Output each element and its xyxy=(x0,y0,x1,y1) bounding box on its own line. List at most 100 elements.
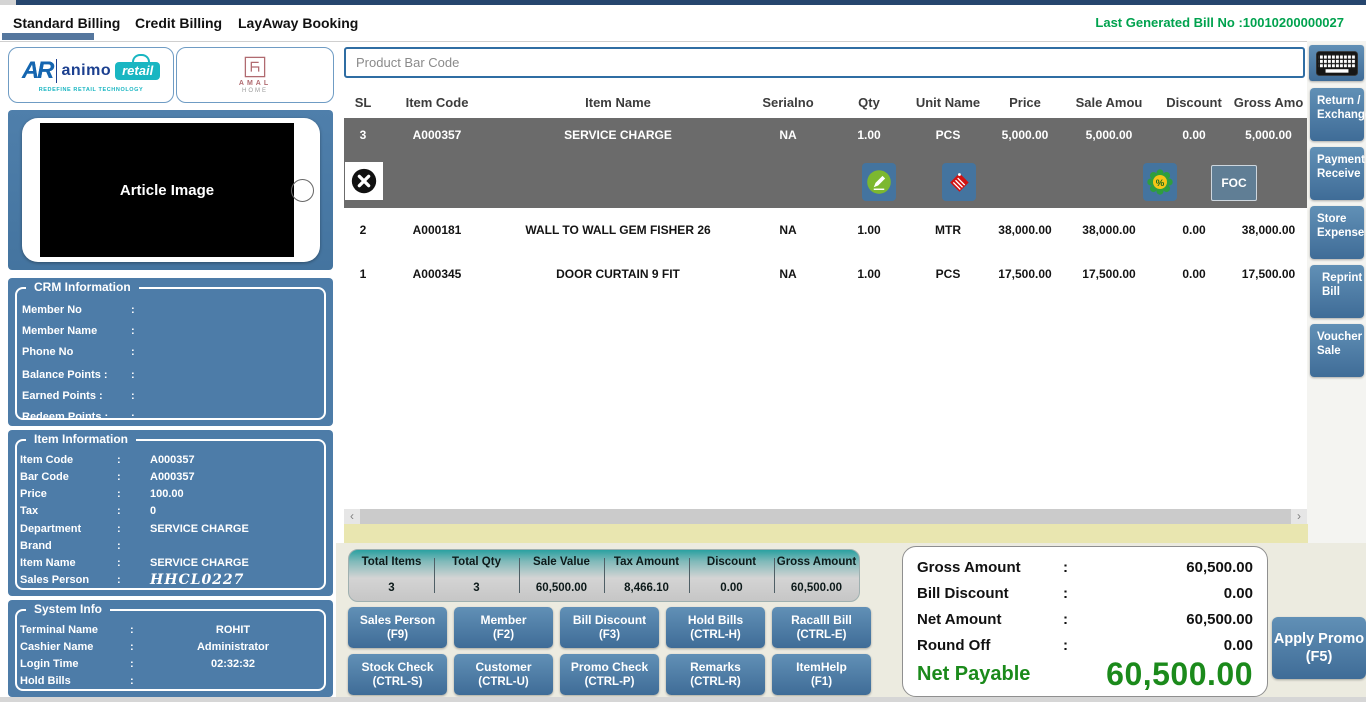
store-expense-button[interactable]: StoreExpense xyxy=(1310,206,1364,259)
colon: : xyxy=(1063,559,1068,576)
system-info-panel: System Info Terminal Name:ROHIT Cashier … xyxy=(8,600,333,697)
item-row-value: SERVICE CHARGE xyxy=(150,557,249,569)
net-payable-label: Net Payable xyxy=(917,663,1030,686)
percent-badge-icon: % xyxy=(1146,168,1174,196)
hold-bills-button[interactable]: Hold Bills(CTRL-H) xyxy=(666,607,765,648)
reprint-bill-button[interactable]: ReprintBill xyxy=(1310,265,1364,318)
ar-monogram-icon: AR xyxy=(22,57,53,85)
home-text: HOME xyxy=(242,88,268,94)
cell-item-name: SERVICE CHARGE xyxy=(492,128,744,142)
remarks-button[interactable]: Remarks(CTRL-R) xyxy=(666,654,765,695)
member-button[interactable]: Member(F2) xyxy=(454,607,553,648)
product-barcode-input[interactable] xyxy=(344,47,1305,78)
colon: : xyxy=(117,557,121,569)
system-row-label: Login Time xyxy=(20,658,78,670)
cell-item-code: A000345 xyxy=(382,267,492,281)
status-strip xyxy=(344,524,1308,543)
item-discount-button[interactable]: % xyxy=(1143,163,1177,201)
keyboard-icon xyxy=(1316,51,1358,76)
cell-discount: 0.00 xyxy=(1158,223,1230,237)
return-exchange-button[interactable]: Return /Exchange xyxy=(1310,88,1364,141)
table-row[interactable]: 2 A000181 WALL TO WALL GEM FISHER 26 NA … xyxy=(344,208,1307,252)
total-qty: Total Qty3 xyxy=(434,550,519,601)
edit-pencil-icon xyxy=(865,168,893,196)
item-row-label: Bar Code xyxy=(20,471,69,483)
item-row-value: A000357 xyxy=(150,454,195,466)
summary-label: Gross Amount xyxy=(917,559,1021,576)
colon: : xyxy=(130,641,134,653)
sidebar: AR animo retail REDEFINE RETAIL TECHNOLO… xyxy=(8,47,333,697)
col-header-unit-name: Unit Name xyxy=(906,95,990,110)
table-row-selected[interactable]: 3 A000357 SERVICE CHARGE NA 1.00 PCS 5,0… xyxy=(344,118,1307,152)
colon: : xyxy=(1063,637,1068,654)
price-tag-icon xyxy=(945,168,973,196)
item-row-label: Item Code xyxy=(20,454,73,466)
retail-bag-icon: retail xyxy=(115,62,160,80)
cell-discount: 0.00 xyxy=(1158,267,1230,281)
colon: : xyxy=(117,454,121,466)
apply-promo-button[interactable]: Apply Promo (F5) xyxy=(1272,617,1366,679)
virtual-keyboard-button[interactable] xyxy=(1309,45,1364,81)
bill-summary-panel: Gross Amount:60,500.00 Bill Discount:0.0… xyxy=(902,546,1268,697)
item-help-button[interactable]: ItemHelp(F1) xyxy=(772,654,871,695)
item-row-label: Department xyxy=(20,523,81,535)
tab-layaway-booking[interactable]: LayAway Booking xyxy=(238,15,358,31)
sales-person-button[interactable]: Sales Person(F9) xyxy=(348,607,447,648)
system-row-value: Administrator xyxy=(148,641,318,653)
article-image-placeholder: Article Image xyxy=(40,123,294,257)
colon: : xyxy=(131,304,135,316)
colon: : xyxy=(131,325,135,337)
selected-row-action-bar: % FOC xyxy=(344,152,1307,208)
colon: : xyxy=(131,369,135,381)
payment-receive-button[interactable]: PaymentReceive xyxy=(1310,147,1364,200)
crm-row-label: Redeem Points : xyxy=(22,411,108,423)
article-image-panel: Article Image xyxy=(8,110,333,270)
colon: : xyxy=(117,523,121,535)
edit-quantity-button[interactable] xyxy=(862,163,896,201)
amal-home-logo: AMAL HOME xyxy=(176,47,334,103)
colon: : xyxy=(130,675,134,687)
stock-check-button[interactable]: Stock Check(CTRL-S) xyxy=(348,654,447,695)
col-header-item-name: Item Name xyxy=(492,95,744,110)
gross-amount-total: Gross Amount60,500.00 xyxy=(774,550,859,601)
table-header-row: SL Item Code Item Name Serialno Qty Unit… xyxy=(344,86,1307,118)
colon: : xyxy=(130,624,134,636)
foc-button[interactable]: FOC xyxy=(1211,165,1257,201)
colon: : xyxy=(117,574,121,586)
colon: : xyxy=(131,390,135,402)
cell-sl: 2 xyxy=(344,223,382,237)
col-header-item-code: Item Code xyxy=(382,95,492,110)
tab-credit-billing[interactable]: Credit Billing xyxy=(135,15,222,31)
item-row-value: 0 xyxy=(150,505,156,517)
cell-price: 38,000.00 xyxy=(990,223,1060,237)
item-information-panel: Item Information Item Code:A000357 Bar C… xyxy=(8,430,333,596)
discount-total: Discount0.00 xyxy=(689,550,774,601)
voucher-sale-button[interactable]: VoucherSale xyxy=(1310,324,1364,377)
colon: : xyxy=(130,658,134,670)
close-icon xyxy=(349,166,379,196)
promo-check-button[interactable]: Promo Check(CTRL-P) xyxy=(560,654,659,695)
bill-discount-button[interactable]: Bill Discount(F3) xyxy=(560,607,659,648)
delete-row-button[interactable] xyxy=(345,162,383,200)
active-tab-indicator xyxy=(2,33,94,40)
system-row-value: ROHIT xyxy=(148,624,318,636)
cell-sale-amount: 5,000.00 xyxy=(1060,128,1158,142)
svg-text:%: % xyxy=(1156,178,1165,189)
cell-item-name: DOOR CURTAIN 9 FIT xyxy=(492,267,744,281)
scroll-right-icon[interactable] xyxy=(1291,509,1307,524)
system-row-label: Terminal Name xyxy=(20,624,98,636)
tab-standard-billing[interactable]: Standard Billing xyxy=(13,15,120,31)
item-tag-button[interactable] xyxy=(942,163,976,201)
col-header-price: Price xyxy=(990,95,1060,110)
totals-bar: Total Items3 Total Qty3 Sale Value60,500… xyxy=(348,549,860,602)
cell-sale-amount: 17,500.00 xyxy=(1060,267,1158,281)
customer-button[interactable]: Customer(CTRL-U) xyxy=(454,654,553,695)
horizontal-scrollbar[interactable] xyxy=(344,509,1307,524)
table-row[interactable]: 1 A000345 DOOR CURTAIN 9 FIT NA 1.00 PCS… xyxy=(344,252,1307,296)
scroll-left-icon[interactable] xyxy=(344,509,360,524)
billing-items-table: SL Item Code Item Name Serialno Qty Unit… xyxy=(344,86,1307,509)
recall-bill-button[interactable]: Racalll Bill(CTRL-E) xyxy=(772,607,871,648)
sales-person-code: HHCL0227 xyxy=(150,572,244,588)
crm-row-label: Member No xyxy=(22,304,82,316)
item-row-label: Item Name xyxy=(20,557,76,569)
